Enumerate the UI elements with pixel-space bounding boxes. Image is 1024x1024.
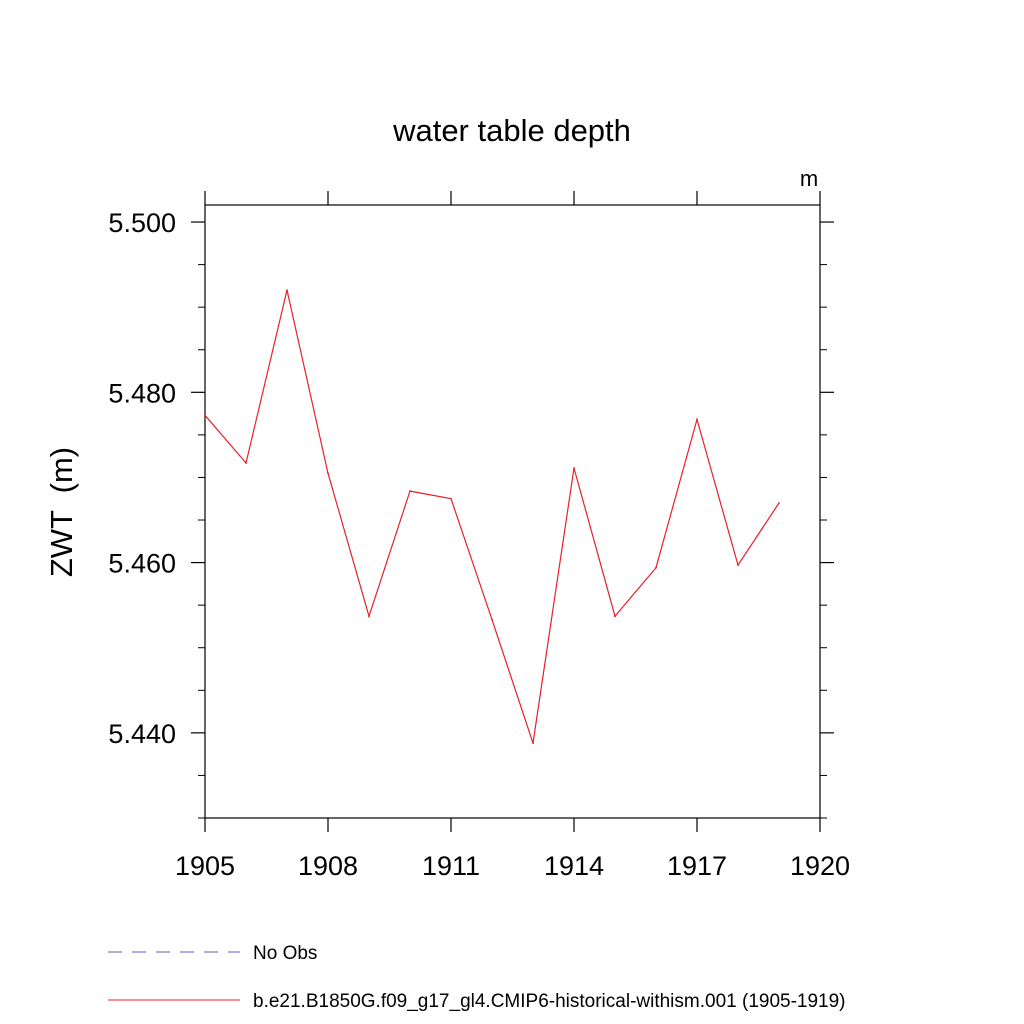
data-point	[245, 462, 247, 464]
data-point	[614, 615, 616, 618]
x-tick-label: 1920	[790, 851, 850, 881]
data-point	[532, 742, 534, 744]
y-tick-label: 5.440	[108, 719, 176, 749]
x-tick-label: 1908	[298, 851, 358, 881]
series-line	[204, 289, 780, 744]
data-point	[327, 472, 329, 475]
data-point	[286, 289, 288, 292]
legend-entry-label: No Obs	[253, 943, 317, 964]
y-tick-label: 5.480	[108, 378, 176, 408]
data-point	[573, 467, 575, 469]
units-label: m	[800, 166, 818, 191]
data-point	[450, 497, 452, 500]
x-tick-label: 1914	[544, 851, 604, 881]
data-point	[368, 615, 370, 618]
data-point	[737, 564, 739, 567]
y-tick-label: 5.500	[108, 208, 176, 238]
data-point	[204, 414, 206, 417]
y-axis-label: ZWT (m)	[44, 447, 79, 577]
data-point	[655, 566, 657, 569]
plot-frame	[204, 204, 821, 819]
x-tick-label: 1905	[175, 851, 235, 881]
data-point	[491, 618, 493, 621]
x-tick-label: 1917	[667, 851, 727, 881]
plot-area: 1905 1908 1911 1914 1917 1920 5.440 5.460 5.480 5…	[108, 191, 850, 881]
data-point	[696, 418, 698, 421]
y-tick-label: 5.460	[108, 549, 176, 579]
legend: No Obs b.e21.B1850G.f09_g17_gl4.CMIP6-his…	[108, 943, 846, 1012]
data-point	[778, 502, 780, 504]
data-point	[409, 490, 411, 492]
chart-title: water table depth	[392, 113, 631, 148]
legend-entry-label: b.e21.B1850G.f09_g17_gl4.CMIP6-historica…	[253, 991, 846, 1012]
x-tick-label: 1911	[422, 851, 480, 881]
